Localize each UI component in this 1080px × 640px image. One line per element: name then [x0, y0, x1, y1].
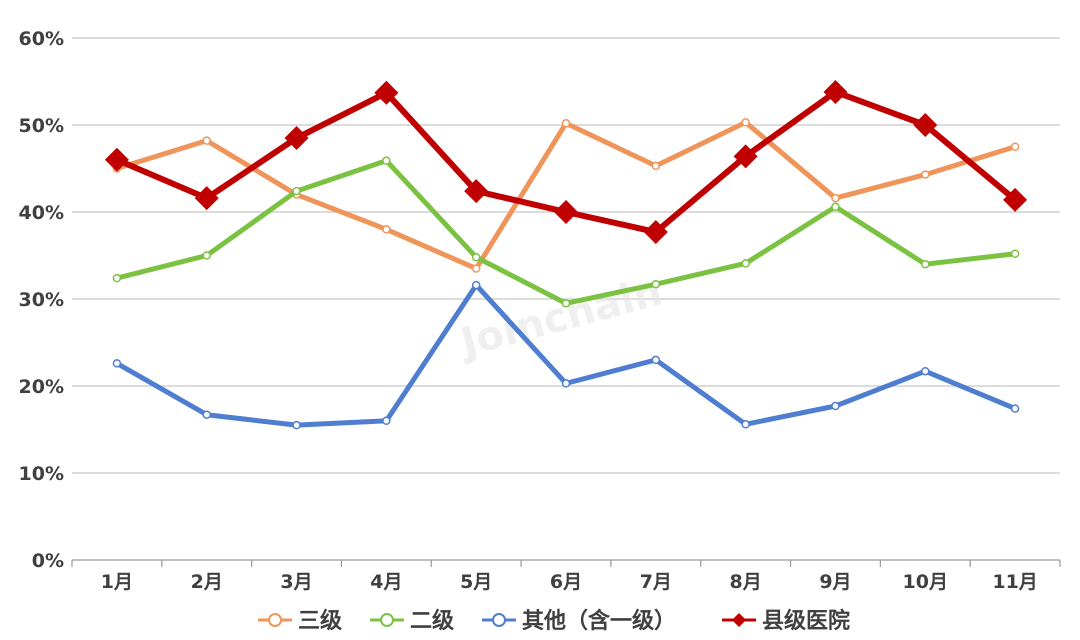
data-point: [382, 416, 391, 426]
data-point: [374, 80, 399, 105]
data-point: [382, 225, 391, 234]
legend-item: 三级: [258, 608, 342, 634]
data-point: [202, 410, 211, 419]
series-line: [114, 119, 1018, 272]
y-tick-label: 40%: [19, 202, 64, 224]
data-point: [741, 420, 750, 429]
data-point: [831, 401, 840, 411]
data-point: [561, 299, 571, 308]
series-0: [112, 118, 1020, 273]
y-tick-label: 50%: [19, 115, 64, 137]
data-point: [292, 186, 301, 196]
data-point: [561, 119, 571, 128]
x-axis: 1月 2月 3月 4月 5月 6月 7月 8月 9月 10月 11月: [71, 560, 1061, 593]
y-tick-label: 10%: [19, 463, 64, 485]
watermark: Joinchain: [453, 269, 667, 368]
data-point: [651, 279, 661, 289]
legend-marker: [380, 613, 394, 627]
series-1: [112, 156, 1020, 308]
y-tick-label: 20%: [19, 376, 64, 398]
data-point: [921, 170, 930, 179]
y-axis-ticks: 0% 10% 20% 30% 40% 50% 60%: [19, 28, 64, 572]
x-tick-label: 1月: [101, 571, 133, 593]
series-group: [104, 79, 1028, 430]
x-tick-label: 7月: [640, 571, 672, 593]
data-point: [112, 273, 122, 283]
data-point: [284, 126, 309, 151]
x-tick-label: 2月: [191, 571, 223, 593]
data-point: [202, 136, 211, 145]
data-point: [554, 200, 578, 224]
legend-marker: [492, 613, 506, 627]
legend-label: 其他（含一级）: [522, 608, 676, 634]
series-line: [114, 158, 1018, 306]
data-point: [1010, 404, 1020, 413]
legend-label: 县级医院: [762, 608, 850, 634]
series-2: [112, 280, 1020, 430]
data-point: [651, 161, 661, 171]
x-tick-label: 9月: [819, 571, 851, 593]
series-3: [104, 79, 1028, 245]
data-point: [464, 179, 489, 204]
data-point: [921, 366, 930, 376]
data-point: [831, 202, 840, 212]
data-point: [913, 113, 938, 137]
legend-label: 二级: [410, 608, 454, 634]
data-point: [921, 259, 930, 269]
data-point: [1003, 187, 1028, 212]
x-tick-label: 10月: [903, 571, 948, 593]
data-point: [1010, 249, 1020, 259]
data-point: [741, 118, 750, 127]
x-tick-label: 6月: [550, 571, 582, 593]
data-point: [104, 147, 129, 172]
x-tick-label: 11月: [992, 571, 1037, 593]
y-tick-label: 60%: [19, 28, 64, 50]
data-point: [382, 156, 391, 165]
y-tick-label: 0%: [32, 550, 64, 572]
x-tick-label: 8月: [730, 571, 762, 593]
data-point: [112, 359, 122, 368]
data-point: [561, 379, 571, 388]
data-point: [823, 79, 848, 104]
legend-item: 县级医院: [722, 608, 850, 634]
legend-marker: [732, 613, 746, 627]
data-point: [292, 420, 301, 430]
data-point: [1010, 142, 1020, 151]
data-point: [643, 220, 668, 245]
data-point: [471, 280, 481, 290]
x-tick-label: 5月: [460, 571, 492, 593]
legend-marker: [268, 613, 282, 627]
x-tick-label: 4月: [370, 571, 402, 593]
x-tick-label: 3月: [280, 571, 312, 593]
data-point: [194, 186, 219, 211]
legend-label: 三级: [298, 608, 342, 634]
data-point: [651, 355, 661, 365]
legend-item: 其他（含一级）: [482, 608, 676, 634]
legend: 三级 二级 其他（含一级） 县级医院: [258, 608, 850, 634]
data-point: [471, 264, 481, 273]
legend-item: 二级: [370, 608, 454, 634]
data-point: [471, 252, 481, 262]
data-point: [733, 144, 758, 169]
y-tick-label: 30%: [19, 289, 64, 311]
data-point: [741, 259, 750, 268]
data-point: [202, 251, 211, 260]
data-point: [831, 193, 840, 203]
